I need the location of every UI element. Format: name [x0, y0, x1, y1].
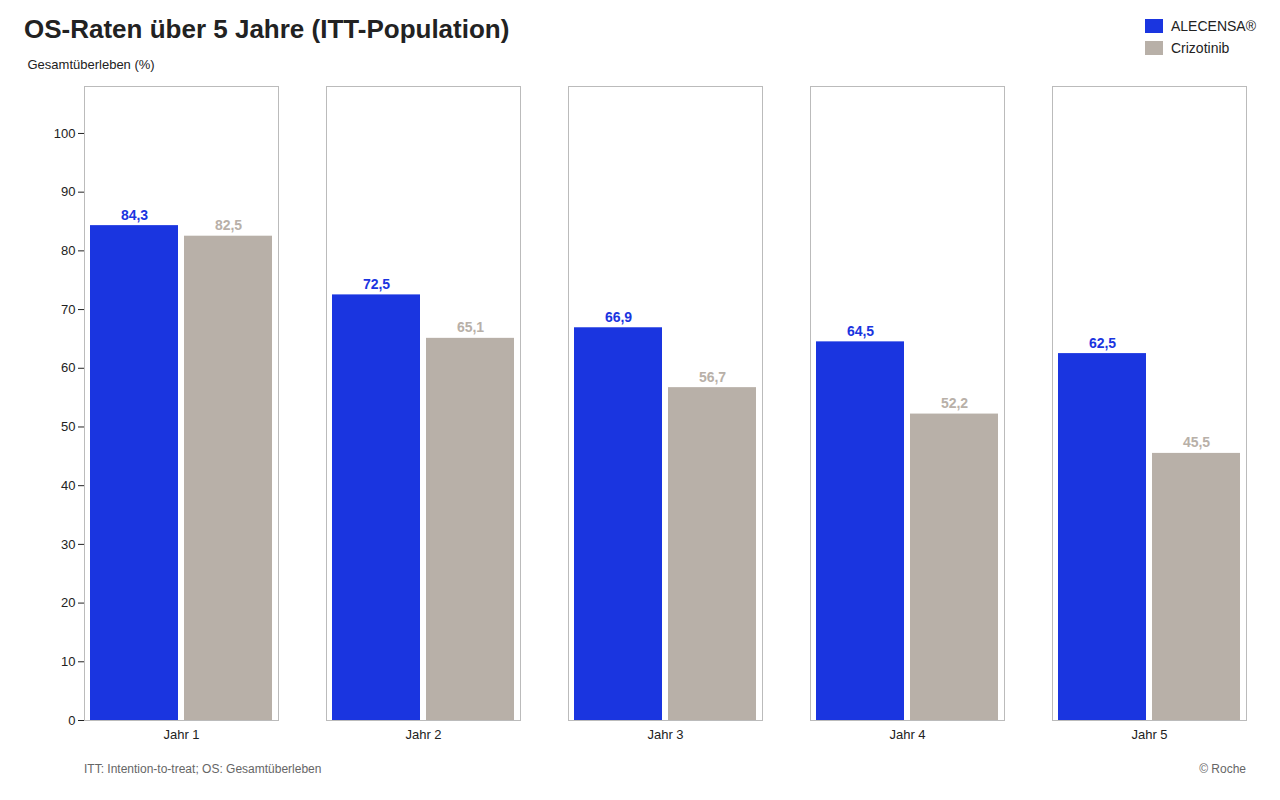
- svg-text:50: 50: [61, 419, 75, 434]
- svg-text:10: 10: [61, 654, 75, 669]
- svg-text:80: 80: [61, 243, 75, 258]
- svg-text:40: 40: [61, 478, 75, 493]
- svg-text:Jahr 4: Jahr 4: [889, 727, 925, 742]
- svg-text:100: 100: [54, 126, 76, 141]
- svg-text:45,5: 45,5: [1183, 434, 1210, 450]
- svg-text:65,1: 65,1: [457, 319, 484, 335]
- svg-text:90: 90: [61, 184, 75, 199]
- svg-text:82,5: 82,5: [215, 217, 242, 233]
- svg-text:Jahr 3: Jahr 3: [647, 727, 683, 742]
- svg-text:62,5: 62,5: [1089, 335, 1116, 351]
- svg-text:20: 20: [61, 595, 75, 610]
- html-text:ITT: Intention-to-treat; OS: G: ITT: Intention-to-treat; OS: Gesamtüberl…: [84, 762, 322, 776]
- svg-text:Jahr 5: Jahr 5: [1131, 727, 1167, 742]
- html-text:© Roche: © Roche: [1199, 762, 1246, 776]
- svg-text:60: 60: [61, 360, 75, 375]
- html-text:OS-Raten über 5 Jahre (ITT-Pop: OS-Raten über 5 Jahre (ITT-Population): [24, 14, 510, 44]
- svg-text:66,9: 66,9: [605, 309, 632, 325]
- svg-text:56,7: 56,7: [699, 369, 726, 385]
- svg-text:72,5: 72,5: [363, 276, 390, 292]
- svg-text:Jahr 1: Jahr 1: [163, 727, 199, 742]
- html-text:Crizotinib: Crizotinib: [1171, 40, 1230, 56]
- svg-text:Gesamtüberleben (%): Gesamtüberleben (%): [28, 57, 155, 72]
- svg-text:30: 30: [61, 537, 75, 552]
- svg-text:52,2: 52,2: [941, 395, 968, 411]
- html-text:ALECENSA®: ALECENSA®: [1171, 18, 1256, 34]
- svg-text:0: 0: [68, 713, 75, 728]
- svg-text:64,5: 64,5: [847, 323, 874, 339]
- svg-text:Jahr 2: Jahr 2: [405, 727, 441, 742]
- svg-text:84,3: 84,3: [121, 207, 148, 223]
- svg-text:70: 70: [61, 302, 75, 317]
